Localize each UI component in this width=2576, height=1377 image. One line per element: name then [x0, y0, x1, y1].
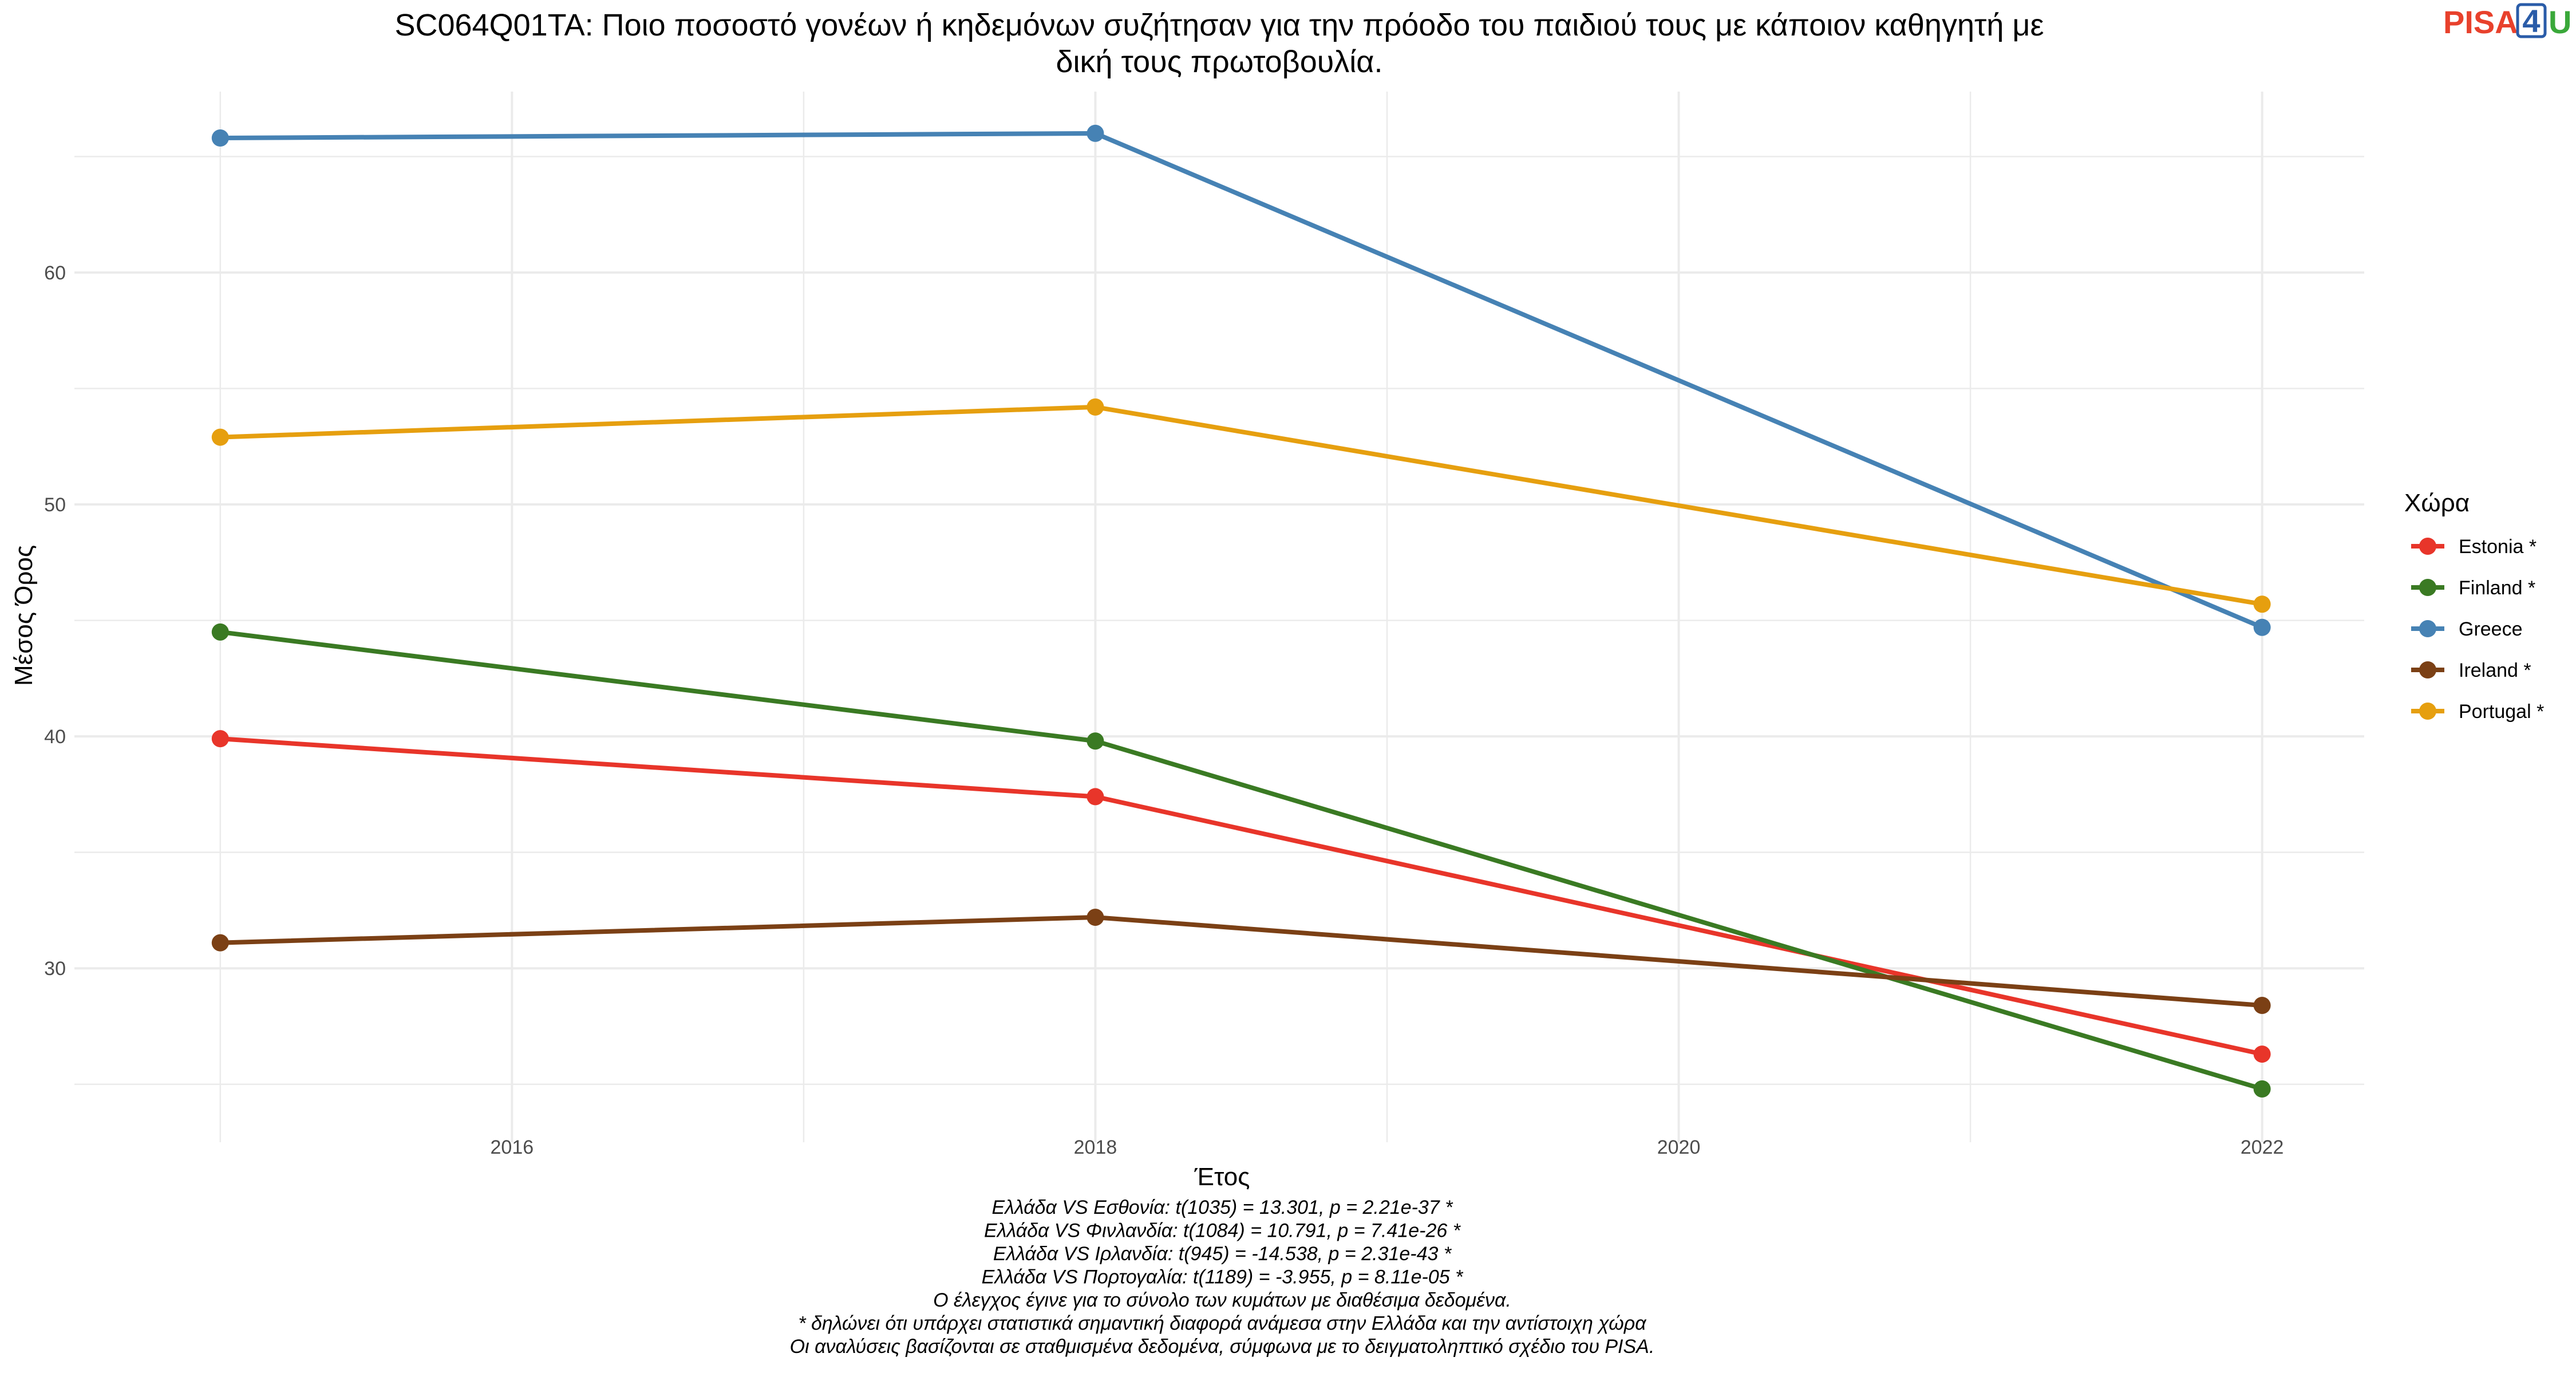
x-tick-label: 2016	[491, 1137, 534, 1158]
y-tick-label: 50	[44, 494, 66, 516]
legend-key-point	[2419, 661, 2436, 678]
data-point	[211, 934, 229, 952]
y-tick-label: 30	[44, 958, 66, 980]
series-line	[218, 404, 2265, 607]
series-line	[218, 629, 2265, 1091]
legend-label: Portugal *	[2459, 701, 2544, 723]
data-point	[211, 129, 229, 147]
chart-title-line-1: SC064Q01TA: Ποιο ποσοστό γονέων ή κηδεμό…	[394, 8, 2044, 42]
axis-layer: 2016 2018 2020 2022 30 40 50 60	[44, 262, 2283, 1158]
grid-layer	[74, 92, 2364, 1142]
data-point	[2253, 595, 2271, 613]
y-tick-label: 40	[44, 726, 66, 748]
logo-box	[2516, 3, 2547, 38]
footnote-line: Ελλάδα VS Ιρλανδία: t(945) = -14.538, p …	[993, 1243, 1452, 1265]
chart-title-line-2: δική τους πρωτοβουλία.	[1056, 45, 1382, 79]
legend-label: Ireland *	[2459, 660, 2531, 681]
legend-key-point	[2419, 538, 2436, 555]
legend-label: Finland *	[2459, 577, 2535, 599]
y-tick-label: 60	[44, 262, 66, 284]
y-axis-title: Μέσος Όρος	[10, 545, 38, 686]
x-tick-label: 2020	[1657, 1137, 1701, 1158]
logo-text-u: U	[2549, 4, 2571, 40]
footnote-line: Ελλάδα VS Εσθονία: t(1035) = 13.301, p =…	[992, 1197, 1454, 1218]
series-layer	[211, 124, 2271, 1098]
footnote-line: Οι αναλύσεις βασίζονται σε σταθμισμένα δ…	[790, 1336, 1655, 1358]
data-point	[2253, 997, 2271, 1015]
data-point	[1086, 788, 1104, 806]
data-point	[1086, 732, 1104, 750]
pisa4u-logo: PISA 4 U	[2443, 3, 2571, 40]
data-point	[211, 428, 229, 446]
data-point	[1086, 909, 1104, 926]
footnote-line: * δηλώνει ότι υπάρχει στατιστικά σημαντι…	[798, 1313, 1647, 1335]
legend-title: Χώρα	[2404, 489, 2470, 517]
footnotes: Ελλάδα VS Εσθονία: t(1035) = 13.301, p =…	[790, 1197, 1655, 1358]
series-line	[218, 915, 2265, 1008]
legend-key-point	[2419, 703, 2436, 720]
legend-label: Estonia *	[2459, 536, 2537, 558]
data-point	[2253, 1045, 2271, 1063]
data-point	[1086, 398, 1104, 416]
x-axis-title: Έτος	[1194, 1163, 1250, 1191]
data-point	[211, 730, 229, 748]
data-point	[211, 623, 229, 641]
legend-key-point	[2419, 620, 2436, 637]
logo-text-pisa: PISA	[2443, 4, 2518, 40]
footnote-line: Ελλάδα VS Φινλανδία: t(1084) = 10.791, p…	[984, 1220, 1461, 1242]
logo-text-4: 4	[2522, 3, 2540, 39]
x-tick-label: 2022	[2241, 1137, 2284, 1158]
data-point	[1086, 124, 1104, 142]
x-tick-label: 2018	[1074, 1137, 1117, 1158]
footnote-line: Ελλάδα VS Πορτογαλία: t(1189) = -3.955, …	[982, 1266, 1464, 1288]
data-point	[2253, 1080, 2271, 1098]
legend: Χώρα Estonia * Finland * Greece Ireland * Po…	[2404, 489, 2544, 723]
footnote-line: Ο έλεγχος έγινε για το σύνολο των κυμάτω…	[933, 1289, 1511, 1311]
legend-label: Greece	[2459, 618, 2523, 640]
data-point	[2253, 618, 2271, 636]
legend-key-point	[2419, 579, 2436, 596]
